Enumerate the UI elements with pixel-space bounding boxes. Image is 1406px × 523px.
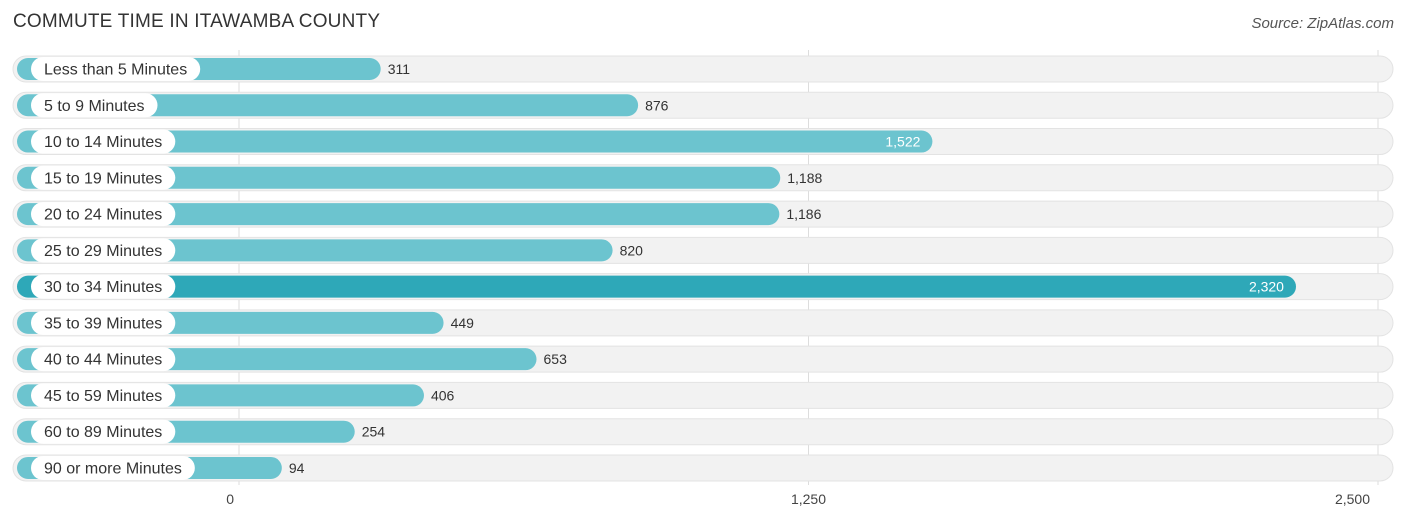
- bars: Less than 5 Minutes 311 5 to 9 Minutes 876 1…: [12, 55, 1394, 482]
- category-label: 20 to 24 Minutes: [44, 207, 162, 224]
- category-label-pill: [31, 310, 176, 335]
- bar-track: [12, 418, 1394, 446]
- category-label: 30 to 34 Minutes: [44, 279, 162, 296]
- value-label: 876: [645, 97, 669, 113]
- category-label: 15 to 19 Minutes: [44, 170, 162, 187]
- bar: [17, 275, 1296, 298]
- category-label: 60 to 89 Minutes: [44, 424, 162, 441]
- value-label: 653: [544, 351, 568, 367]
- category-label-pill: [31, 129, 176, 154]
- x-tick-label: 0: [226, 491, 234, 507]
- bar: [17, 203, 780, 226]
- category-label-pill: [31, 93, 158, 118]
- value-label: 1,188: [787, 170, 822, 186]
- source-credit: Source: ZipAtlas.com: [1251, 15, 1394, 32]
- category-label: 25 to 29 Minutes: [44, 243, 162, 260]
- category-label-pill: [31, 238, 176, 263]
- value-label: 1,522: [885, 134, 920, 150]
- value-label: 311: [388, 61, 411, 77]
- chart-title: COMMUTE TIME IN ITAWAMBA COUNTY: [13, 11, 381, 32]
- category-label-pill: [31, 202, 176, 227]
- value-label: 94: [289, 460, 305, 476]
- category-label-pill: [31, 383, 176, 408]
- category-label-pill: [31, 347, 176, 372]
- bar: [17, 130, 933, 153]
- category-label-pill: [31, 57, 201, 81]
- category-label: 35 to 39 Minutes: [44, 315, 162, 332]
- bar: [17, 94, 639, 117]
- value-label: 1,186: [786, 206, 821, 222]
- value-label: 406: [431, 387, 455, 403]
- category-label: 5 to 9 Minutes: [44, 98, 145, 115]
- bar: [17, 166, 781, 189]
- x-tick-label: 1,250: [791, 491, 826, 507]
- value-label: 2,320: [1249, 279, 1284, 295]
- value-label: 254: [362, 424, 386, 440]
- category-label-pill: [31, 455, 195, 480]
- category-label-pill: [31, 165, 176, 190]
- category-label-pill: [31, 274, 176, 299]
- value-label: 820: [620, 242, 644, 258]
- category-label-pill: [31, 419, 176, 444]
- x-axis-ticks: 0 1,250 2,500: [226, 491, 1370, 507]
- value-label: 449: [451, 315, 475, 331]
- bar-track: [12, 454, 1394, 482]
- grid-lines: [238, 50, 1379, 485]
- category-label: 10 to 14 Minutes: [44, 134, 162, 151]
- x-tick-label: 2,500: [1335, 491, 1370, 507]
- category-label: 40 to 44 Minutes: [44, 352, 162, 369]
- category-label: 90 or more Minutes: [44, 460, 182, 477]
- category-label: 45 to 59 Minutes: [44, 388, 162, 405]
- category-label: Less than 5 Minutes: [44, 62, 187, 79]
